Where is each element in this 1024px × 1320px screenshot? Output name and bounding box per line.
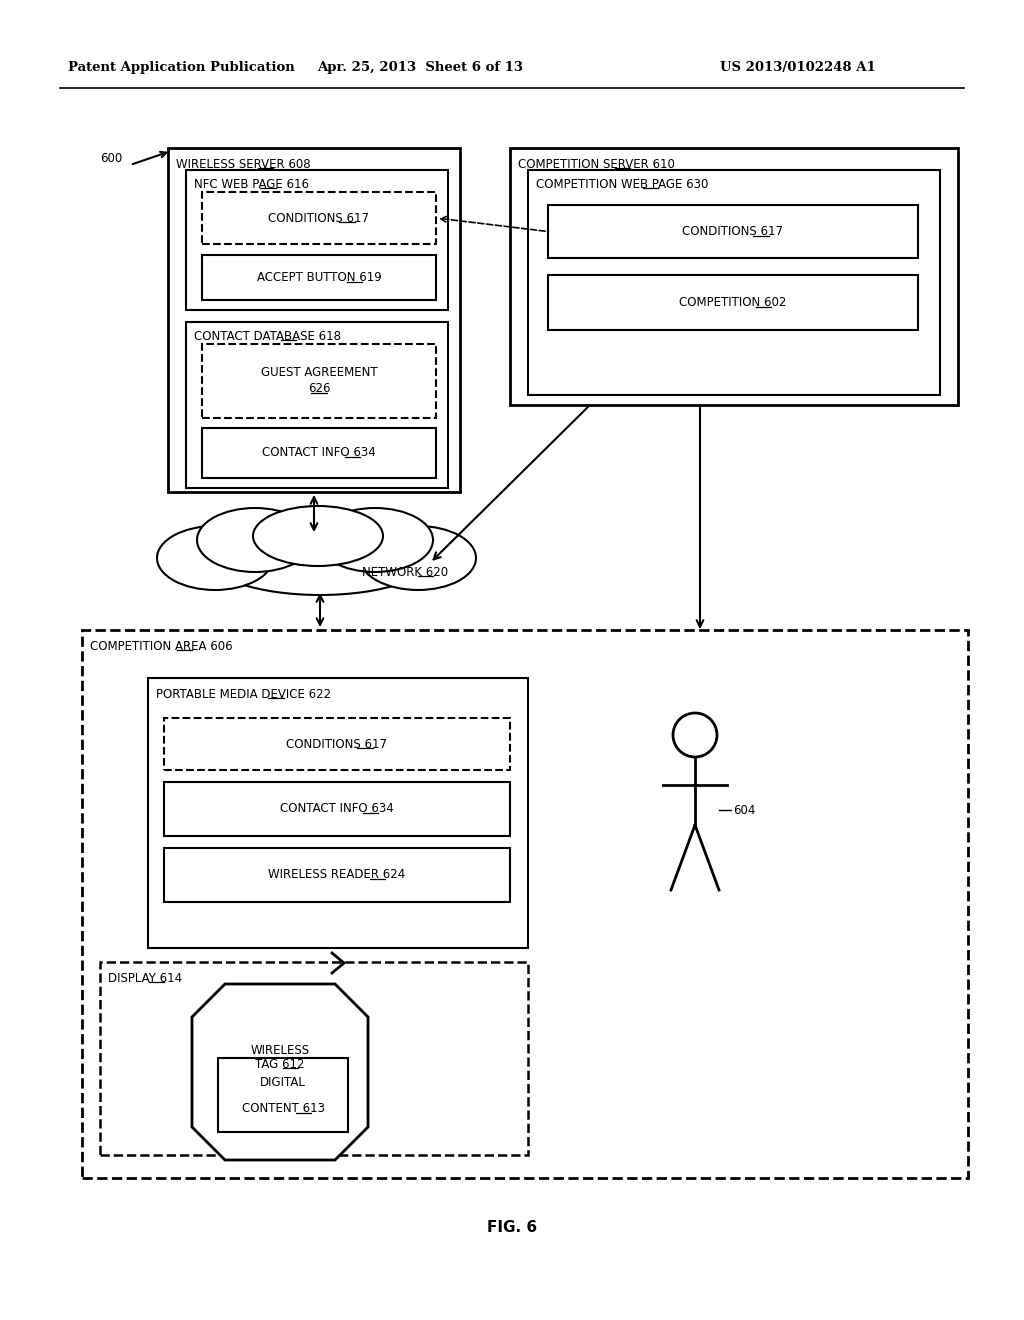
Bar [218, 1059, 348, 1133]
Text: TAG 612: TAG 612 [255, 1057, 305, 1071]
Bar [548, 275, 918, 330]
Text: 600: 600 [99, 152, 122, 165]
Ellipse shape [317, 508, 433, 572]
Text: WIRELESS READER 624: WIRELESS READER 624 [268, 869, 406, 882]
Circle shape [673, 713, 717, 756]
Text: WIRELESS: WIRELESS [251, 1044, 309, 1056]
Text: CONTACT INFO 634: CONTACT INFO 634 [262, 446, 376, 459]
Ellipse shape [157, 525, 273, 590]
Text: COMPETITION AREA 606: COMPETITION AREA 606 [90, 639, 232, 652]
Text: WIRELESS SERVER 608: WIRELESS SERVER 608 [176, 157, 310, 170]
Text: CONTACT DATABASE 618: CONTACT DATABASE 618 [194, 330, 341, 342]
Text: CONTACT INFO 634: CONTACT INFO 634 [281, 803, 394, 816]
Bar [168, 148, 460, 492]
Text: US 2013/0102248 A1: US 2013/0102248 A1 [720, 62, 876, 74]
Bar [548, 205, 918, 257]
Bar [202, 345, 436, 418]
Bar [202, 428, 436, 478]
Text: ACCEPT BUTTON 619: ACCEPT BUTTON 619 [257, 271, 381, 284]
Text: DIGITAL: DIGITAL [260, 1076, 306, 1089]
Text: CONTENT 613: CONTENT 613 [242, 1102, 325, 1115]
Bar [82, 630, 968, 1177]
Text: PORTABLE MEDIA DEVICE 622: PORTABLE MEDIA DEVICE 622 [156, 688, 331, 701]
Bar [148, 678, 528, 948]
Text: 626: 626 [308, 383, 331, 396]
Ellipse shape [253, 506, 383, 566]
Bar [510, 148, 958, 405]
Bar [164, 781, 510, 836]
Bar [202, 191, 436, 244]
Bar [186, 170, 449, 310]
Ellipse shape [360, 525, 476, 590]
Text: Apr. 25, 2013  Sheet 6 of 13: Apr. 25, 2013 Sheet 6 of 13 [317, 62, 523, 74]
Text: GUEST AGREEMENT: GUEST AGREEMENT [261, 367, 377, 380]
Ellipse shape [205, 515, 435, 595]
Bar [186, 322, 449, 488]
Text: Patent Application Publication: Patent Application Publication [68, 62, 295, 74]
Text: CONDITIONS 617: CONDITIONS 617 [683, 224, 783, 238]
Bar [528, 170, 940, 395]
Bar [100, 962, 528, 1155]
Text: DISPLAY 614: DISPLAY 614 [108, 972, 182, 985]
Text: COMPETITION SERVER 610: COMPETITION SERVER 610 [518, 157, 675, 170]
Ellipse shape [197, 508, 313, 572]
Text: NFC WEB PAGE 616: NFC WEB PAGE 616 [194, 177, 309, 190]
Bar [202, 255, 436, 300]
Text: NETWORK 620: NETWORK 620 [361, 565, 449, 578]
Text: COMPETITION WEB PAGE 630: COMPETITION WEB PAGE 630 [536, 177, 709, 190]
Bar [164, 847, 510, 902]
Bar [164, 718, 510, 770]
Polygon shape [193, 983, 368, 1160]
Text: 604: 604 [733, 804, 756, 817]
Text: COMPETITION 602: COMPETITION 602 [679, 296, 786, 309]
Text: CONDITIONS 617: CONDITIONS 617 [268, 211, 370, 224]
Text: FIG. 6: FIG. 6 [487, 1221, 537, 1236]
Text: CONDITIONS 617: CONDITIONS 617 [287, 738, 387, 751]
